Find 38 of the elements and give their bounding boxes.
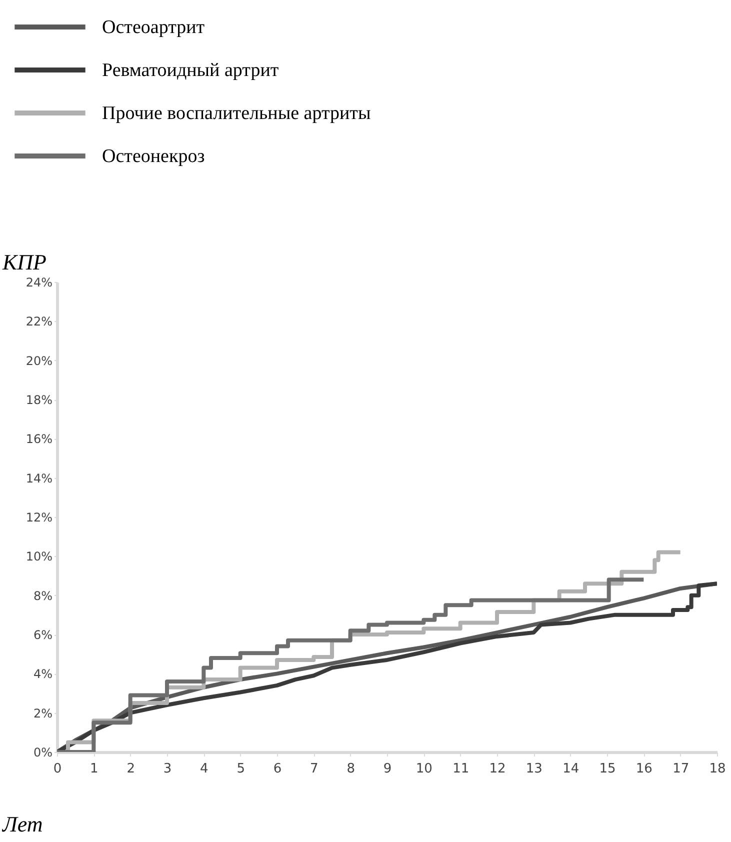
y-tick-label: 0% xyxy=(33,746,52,760)
y-tick-label: 10% xyxy=(26,550,52,564)
x-tick-label: 7 xyxy=(310,762,318,776)
y-tick-label: 16% xyxy=(26,432,52,446)
y-tick-label: 14% xyxy=(26,471,52,486)
y-tick-label: 20% xyxy=(26,354,52,368)
y-tick-label: 6% xyxy=(33,628,52,642)
x-tick-label: 13 xyxy=(526,762,542,776)
legend-label: Ревматоидный артрит xyxy=(102,60,280,81)
legend-label: Остеонекроз xyxy=(102,146,205,167)
x-tick-label: 9 xyxy=(383,762,392,776)
y-tick-label: 18% xyxy=(26,393,52,407)
x-tick-label: 16 xyxy=(636,762,652,776)
x-tick-label: 18 xyxy=(709,762,726,776)
x-tick-label: 17 xyxy=(672,762,690,776)
y-tick-label: 8% xyxy=(33,588,52,603)
x-tick-label: 4 xyxy=(200,762,208,776)
x-tick-label: 1 xyxy=(90,762,98,776)
y-tick-label: 4% xyxy=(33,667,52,682)
x-tick-label: 12 xyxy=(489,762,506,776)
y-tick-label: 24% xyxy=(26,276,52,290)
x-tick-label: 10 xyxy=(416,762,432,776)
legend-label: Остеоартрит xyxy=(102,17,206,38)
x-tick-label: 0 xyxy=(53,762,62,776)
x-tick-label: 3 xyxy=(163,762,172,776)
x-tick-label: 5 xyxy=(236,762,245,776)
x-tick-label: 11 xyxy=(452,762,470,776)
y-tick-label: 22% xyxy=(26,314,52,329)
x-tick-label: 8 xyxy=(346,762,355,776)
x-tick-label: 2 xyxy=(126,762,135,776)
legend-label: Прочие воспалительные артриты xyxy=(102,103,371,124)
x-tick-label: 14 xyxy=(562,762,580,776)
x-tick-label: 6 xyxy=(273,762,282,776)
y-tick-label: 12% xyxy=(26,510,52,524)
x-axis-title: Лет xyxy=(2,812,43,836)
y-tick-label: 2% xyxy=(33,706,52,720)
y-axis-title: КПР xyxy=(2,250,46,274)
x-tick-label: 15 xyxy=(599,762,616,776)
